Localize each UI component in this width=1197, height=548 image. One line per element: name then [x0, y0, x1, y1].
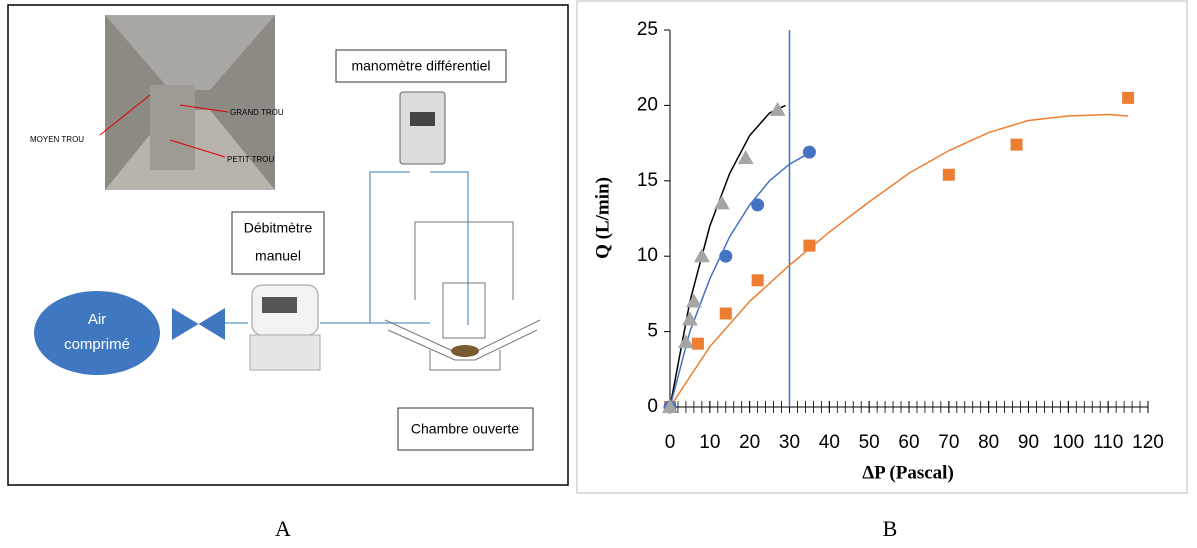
y-tick-label: 20: [637, 94, 658, 115]
x-tick-label: 40: [819, 432, 840, 453]
flowmeter-screen: [262, 297, 297, 313]
photo-shade: [105, 15, 275, 90]
y-tick-label: 5: [647, 321, 658, 342]
flowmeter-label: manuel: [255, 248, 301, 264]
arrow: [179, 104, 229, 113]
marker: [802, 145, 816, 159]
x-tick-label: 80: [978, 432, 999, 453]
manometer-label: manomètre différentiel: [351, 58, 490, 74]
photo-hole: [150, 85, 195, 170]
x-tick-label: 0: [665, 432, 676, 453]
flowmeter-label: Débitmètre: [244, 220, 313, 236]
x-tick-label: 120: [1132, 432, 1164, 453]
marker: [737, 150, 754, 165]
tubes: [225, 171, 469, 325]
arrow: [169, 139, 226, 158]
x-tick-label: 20: [739, 432, 760, 453]
photo-label: PETIT TROU: [227, 155, 274, 164]
valve: [172, 308, 225, 340]
x-tick-label: 110: [1093, 432, 1123, 453]
fit-curve: [669, 113, 1129, 408]
marker: [769, 101, 786, 116]
marker: [713, 195, 730, 210]
x-tick-label: 90: [1018, 432, 1039, 453]
label-box: [231, 211, 325, 275]
marker: [942, 168, 955, 181]
marker: [751, 274, 764, 287]
marker: [681, 311, 698, 326]
panel-label: B: [883, 516, 898, 541]
air-source: [34, 291, 160, 375]
x-tick-label: 70: [938, 432, 959, 453]
air-label: comprimé: [64, 336, 130, 353]
marker: [719, 307, 732, 320]
x-tick-label: 10: [699, 432, 720, 453]
y-tick-label: 10: [637, 245, 658, 266]
marker: [1010, 138, 1023, 151]
air-label: Air: [88, 311, 106, 328]
manometer-screen: [410, 112, 435, 126]
arrow: [99, 94, 151, 136]
y-tick-label: 15: [637, 170, 658, 191]
y-axis-title: Q (L/min): [592, 177, 613, 259]
y-tick-label: 0: [647, 396, 658, 417]
manometer: [399, 91, 446, 165]
marker: [691, 337, 704, 350]
marker: [1122, 91, 1135, 104]
x-tick-label: 30: [779, 432, 800, 453]
sample: [451, 345, 479, 357]
panel-label: A: [275, 516, 291, 541]
flowmeter-base: [249, 334, 321, 371]
label-box: [397, 407, 534, 451]
marker: [662, 399, 678, 413]
marker: [677, 334, 694, 349]
marker: [685, 293, 702, 308]
panel-b-frame: [576, 0, 1188, 494]
marker: [719, 249, 733, 263]
x-tick-label: 50: [859, 432, 880, 453]
marker: [803, 239, 816, 252]
photo-label: GRAND TROU: [230, 108, 284, 117]
x-tick-label: 100: [1052, 432, 1084, 453]
photo-label: MOYEN TROU: [30, 135, 84, 144]
marker: [751, 198, 765, 212]
x-tick-label: 60: [898, 432, 919, 453]
marker: [693, 248, 710, 263]
x-axis-title: ΔP (Pascal): [862, 462, 954, 483]
chamber-label: Chambre ouverte: [411, 421, 519, 437]
y-tick-label: 25: [637, 19, 658, 40]
label-box: [335, 49, 507, 83]
